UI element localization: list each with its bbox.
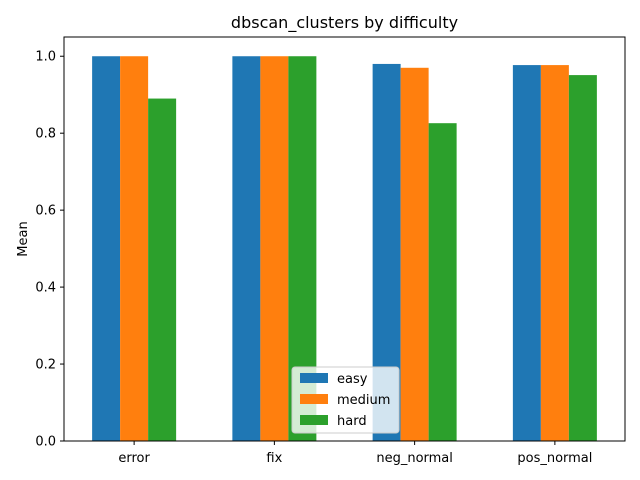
bar-medium-error <box>120 56 149 441</box>
x-tick-label-fix: fix <box>266 451 282 466</box>
bar-hard-neg_normal <box>428 123 457 441</box>
x-tick-label-error: error <box>118 451 150 466</box>
y-tick-label: 0.6 <box>35 204 56 219</box>
bar-medium-neg_normal <box>400 67 429 442</box>
bar-easy-error <box>92 56 121 441</box>
y-axis-label: Mean <box>16 221 31 256</box>
legend-label-hard: hard <box>337 414 367 429</box>
y-tick-label: 0.8 <box>35 127 56 142</box>
y-axis-ticks: 0.0 0.2 0.4 0.6 0.8 1.0 <box>35 50 64 450</box>
bar-hard-error <box>148 98 177 442</box>
x-axis-ticks: error fix neg_normal pos_normal <box>118 441 592 466</box>
legend-swatch-hard <box>300 415 328 425</box>
y-tick-label: 0.0 <box>35 435 56 450</box>
y-tick-label: 1.0 <box>35 50 56 65</box>
legend: easy medium hard <box>291 366 400 434</box>
bar-medium-fix <box>260 56 289 441</box>
bar-easy-pos_normal <box>512 65 541 441</box>
chart-title: dbscan_clusters by difficulty <box>231 13 458 33</box>
bar-hard-pos_normal <box>568 75 597 441</box>
legend-label-medium: medium <box>337 393 390 408</box>
y-tick-label: 0.4 <box>35 281 56 296</box>
x-tick-label-neg_normal: neg_normal <box>376 451 453 466</box>
legend-swatch-easy <box>300 373 328 383</box>
bar-medium-pos_normal <box>540 65 569 441</box>
legend-label-easy: easy <box>337 372 368 387</box>
x-tick-label-pos_normal: pos_normal <box>517 451 592 466</box>
bar-easy-fix <box>232 56 261 441</box>
axes-frame <box>63 36 626 442</box>
y-tick-label: 0.2 <box>35 358 56 373</box>
legend-swatch-medium <box>300 394 328 404</box>
